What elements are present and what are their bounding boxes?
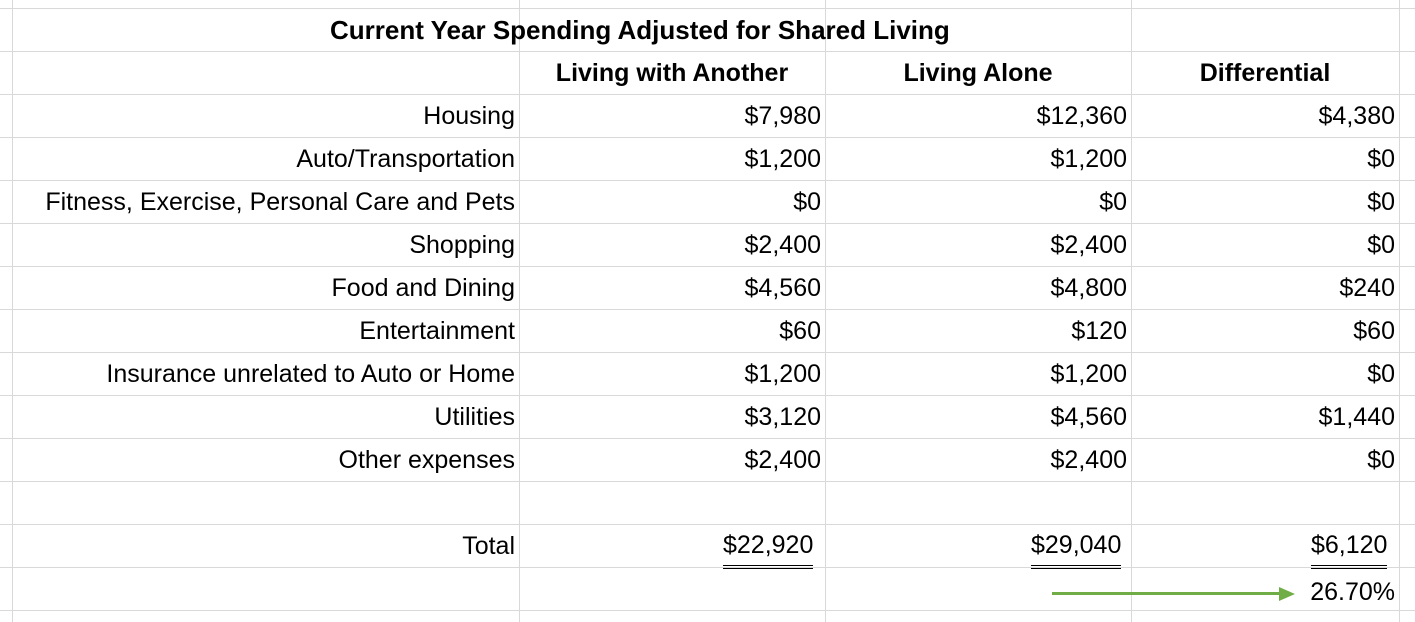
gridline xyxy=(1131,0,1132,622)
cell-alone[interactable]: $2,400 xyxy=(1050,231,1127,259)
cell-alone[interactable]: $4,560 xyxy=(1050,403,1127,431)
gridline xyxy=(0,481,1415,482)
gridline xyxy=(0,309,1415,310)
gridline xyxy=(0,137,1415,138)
cell-alone[interactable]: $0 xyxy=(1099,188,1127,216)
header-differential[interactable]: Differential xyxy=(1199,59,1331,87)
header-living-alone[interactable]: Living Alone xyxy=(903,59,1053,87)
gridline xyxy=(1399,0,1400,622)
cell-alone[interactable]: $4,800 xyxy=(1050,274,1127,302)
cell-with-another[interactable]: $60 xyxy=(779,317,821,345)
cell-differential[interactable]: $0 xyxy=(1367,360,1395,388)
cell-alone[interactable]: $12,360 xyxy=(1036,102,1127,130)
cell-with-another[interactable]: $3,120 xyxy=(744,403,821,431)
row-label-insurance[interactable]: Insurance unrelated to Auto or Home xyxy=(106,360,515,388)
row-label-utilities[interactable]: Utilities xyxy=(434,403,515,431)
cell-differential[interactable]: $1,440 xyxy=(1318,403,1395,431)
gridline xyxy=(0,352,1415,353)
gridline xyxy=(519,0,520,622)
row-label-auto-transportation[interactable]: Auto/Transportation xyxy=(296,145,515,173)
gridline xyxy=(0,51,1415,52)
cell-differential[interactable]: $60 xyxy=(1353,317,1395,345)
row-label-entertainment[interactable]: Entertainment xyxy=(359,317,515,345)
total-differential-wrap: $6,120 xyxy=(1311,525,1388,569)
cell-alone[interactable]: $2,400 xyxy=(1050,446,1127,474)
total-alone[interactable]: $29,040 xyxy=(1031,525,1122,569)
gridline xyxy=(0,180,1415,181)
total-differential[interactable]: $6,120 xyxy=(1311,525,1388,569)
cell-differential[interactable]: $0 xyxy=(1367,188,1395,216)
differential-percent[interactable]: 26.70% xyxy=(1310,578,1395,606)
gridline xyxy=(0,524,1415,525)
cell-differential[interactable]: $4,380 xyxy=(1318,102,1395,130)
green-arrow-shaft[interactable] xyxy=(1052,592,1282,595)
cell-with-another[interactable]: $2,400 xyxy=(744,231,821,259)
row-label-food-and-dining[interactable]: Food and Dining xyxy=(331,274,515,302)
gridline xyxy=(0,266,1415,267)
row-label-shopping[interactable]: Shopping xyxy=(409,231,515,259)
row-label-fitness[interactable]: Fitness, Exercise, Personal Care and Pet… xyxy=(45,188,515,216)
cell-with-another[interactable]: $1,200 xyxy=(744,360,821,388)
gridline xyxy=(0,438,1415,439)
gridline xyxy=(0,94,1415,95)
gridline xyxy=(0,567,1415,568)
cell-alone[interactable]: $120 xyxy=(1071,317,1127,345)
total-with-another-wrap: $22,920 xyxy=(723,525,814,569)
total-label[interactable]: Total xyxy=(462,532,515,560)
row-label-housing[interactable]: Housing xyxy=(423,102,515,130)
gridline xyxy=(0,395,1415,396)
cell-with-another[interactable]: $2,400 xyxy=(744,446,821,474)
cell-with-another[interactable]: $0 xyxy=(793,188,821,216)
cell-alone[interactable]: $1,200 xyxy=(1050,360,1127,388)
green-arrow-icon[interactable] xyxy=(1279,587,1295,601)
gridline xyxy=(0,610,1415,611)
cell-alone[interactable]: $1,200 xyxy=(1050,145,1127,173)
gridline xyxy=(12,0,13,622)
cell-with-another[interactable]: $7,980 xyxy=(744,102,821,130)
gridline xyxy=(825,0,826,622)
gridline xyxy=(0,8,1415,9)
table-title[interactable]: Current Year Spending Adjusted for Share… xyxy=(330,15,950,45)
cell-differential[interactable]: $240 xyxy=(1339,274,1395,302)
total-alone-wrap: $29,040 xyxy=(1031,525,1122,569)
gridline xyxy=(0,223,1415,224)
cell-with-another[interactable]: $1,200 xyxy=(744,145,821,173)
row-label-other-expenses[interactable]: Other expenses xyxy=(338,446,516,474)
cell-differential[interactable]: $0 xyxy=(1367,446,1395,474)
cell-with-another[interactable]: $4,560 xyxy=(744,274,821,302)
cell-differential[interactable]: $0 xyxy=(1367,231,1395,259)
total-with-another[interactable]: $22,920 xyxy=(723,525,814,569)
header-living-with-another[interactable]: Living with Another xyxy=(555,59,789,87)
cell-differential[interactable]: $0 xyxy=(1367,145,1395,173)
